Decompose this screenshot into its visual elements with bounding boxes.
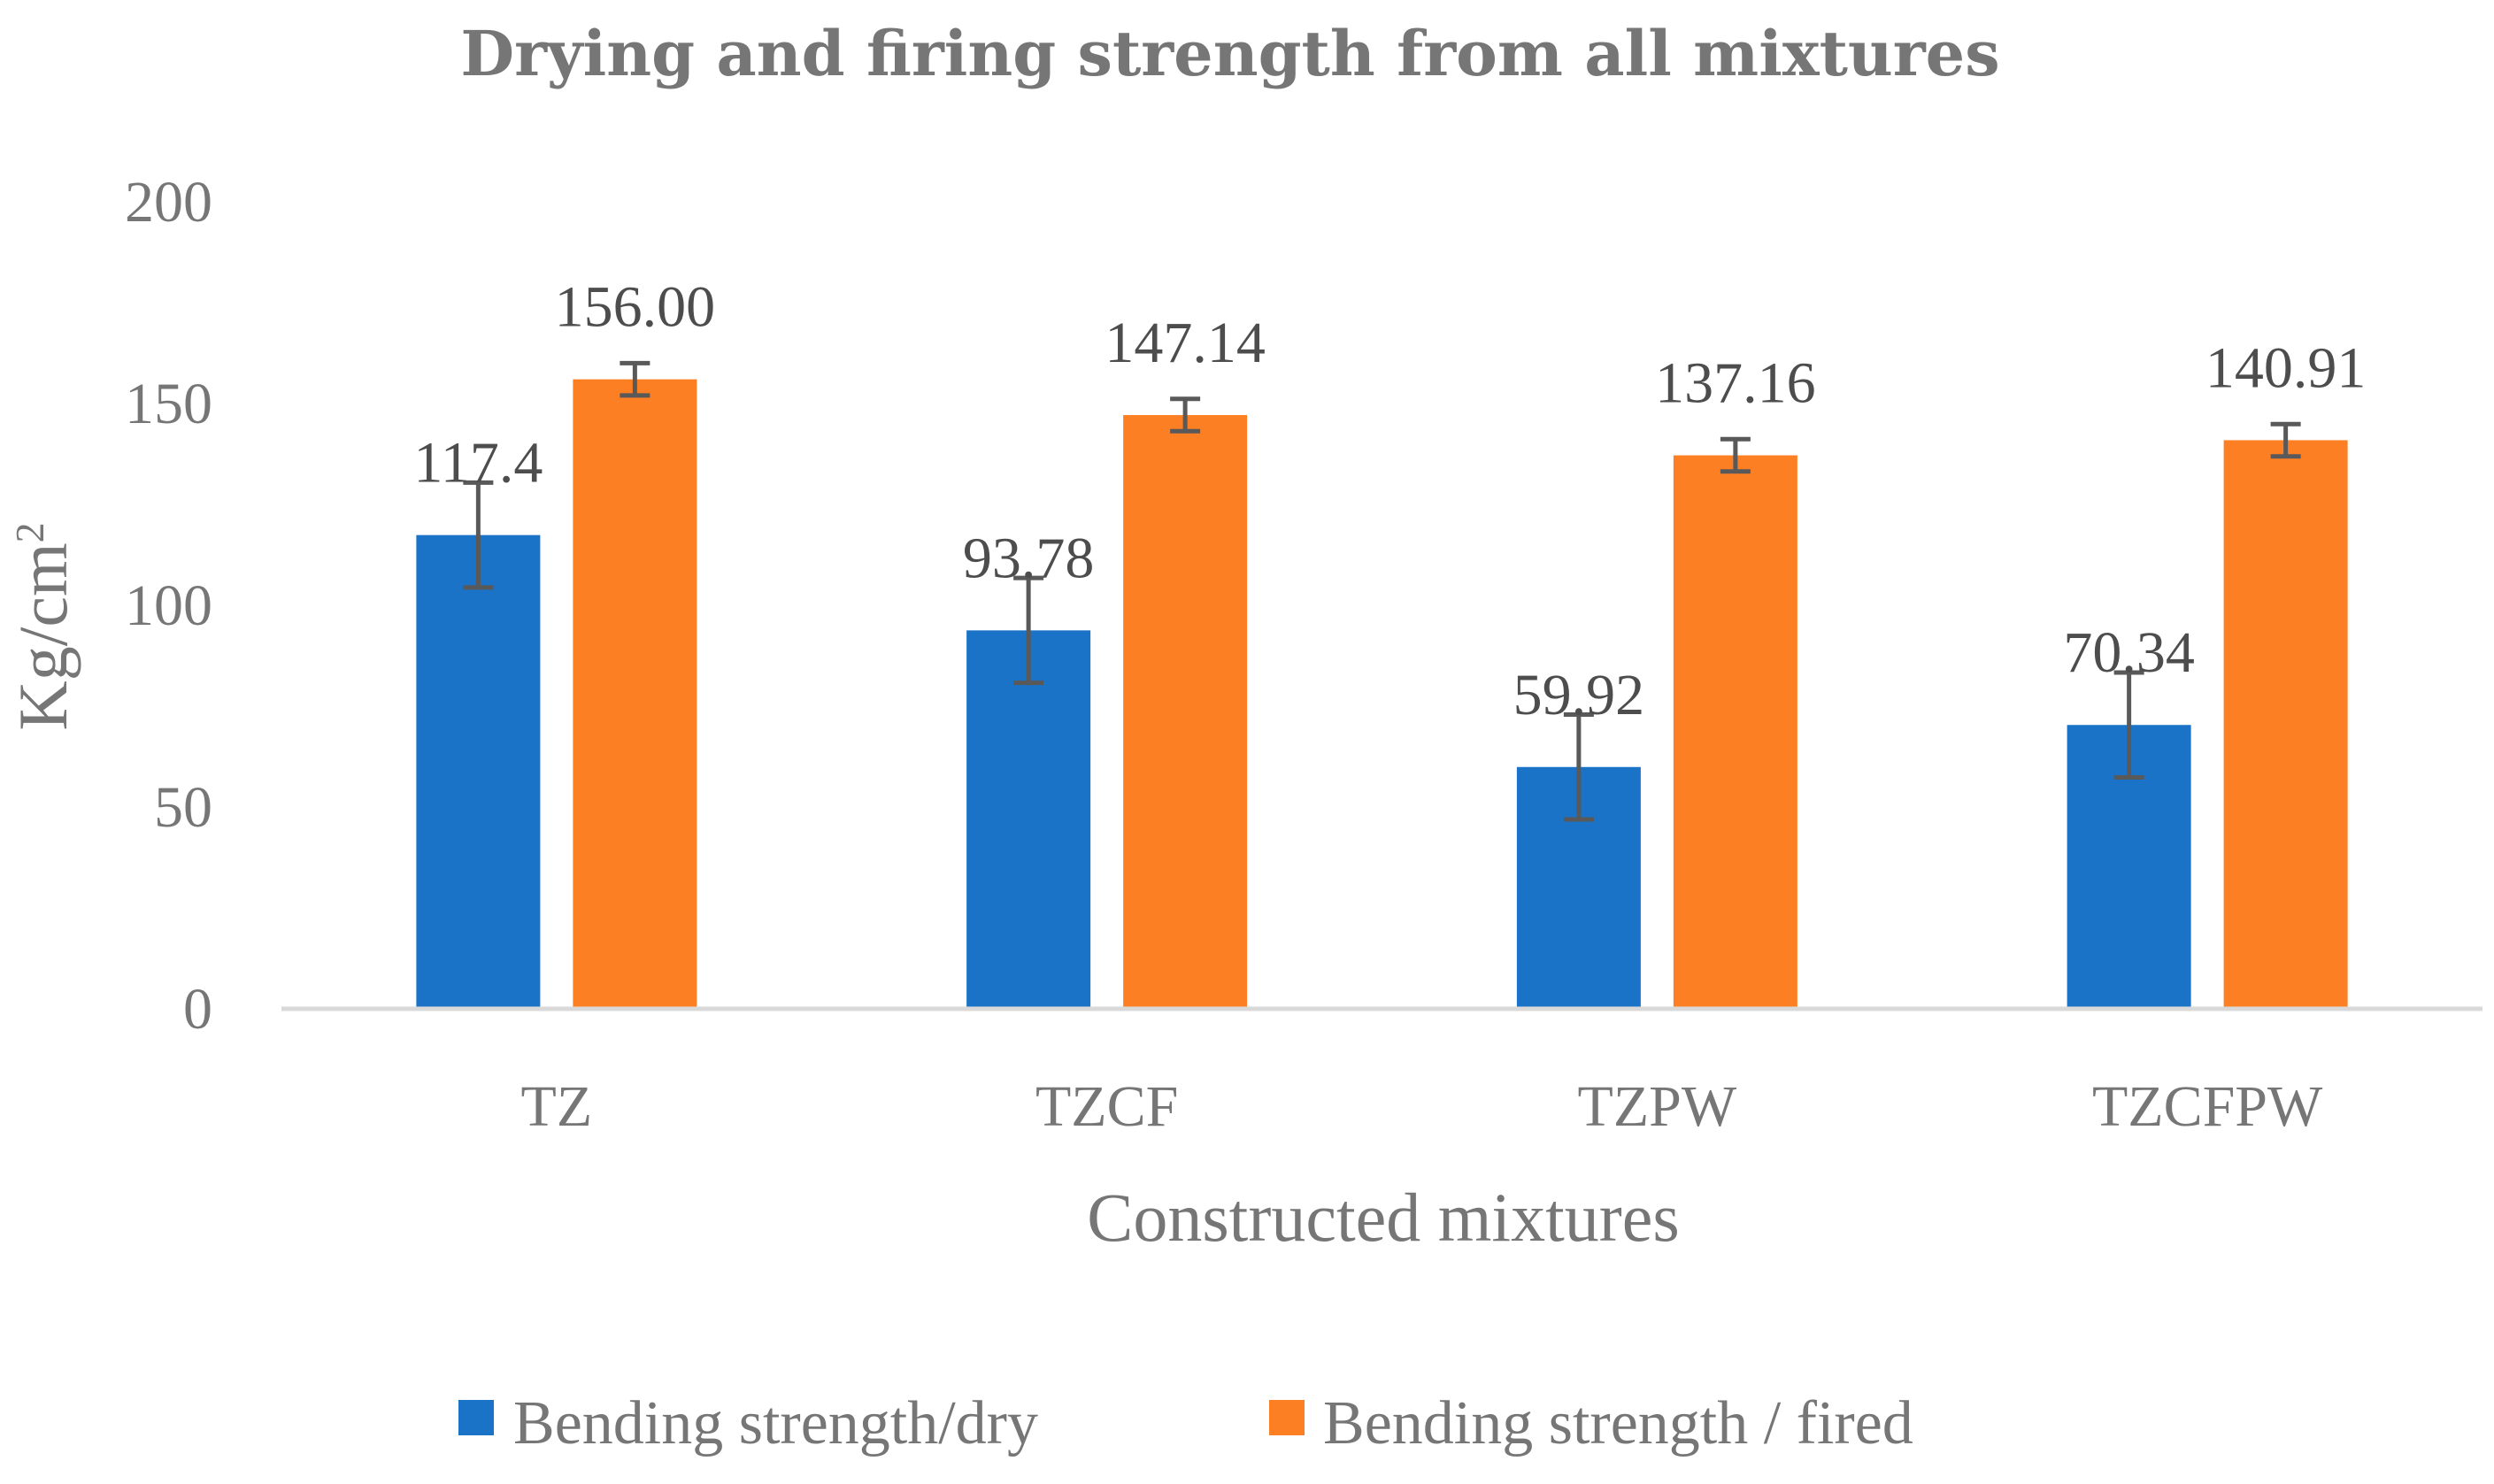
y-axis-ticks: 0 50 100 150 200 bbox=[125, 170, 212, 1042]
x-tick-label: TZ bbox=[521, 1074, 593, 1139]
error-bars bbox=[463, 360, 2301, 822]
data-label: 93.78 bbox=[963, 526, 1095, 590]
legend: Bending strength/dry Bending strength / … bbox=[458, 1389, 1913, 1457]
error-bar bbox=[2270, 421, 2301, 459]
y-tick-label: 100 bbox=[125, 573, 212, 638]
data-label: 59.92 bbox=[1513, 663, 1645, 727]
data-label: 156.00 bbox=[555, 275, 716, 340]
y-axis-title-superscript: 2 bbox=[7, 522, 52, 542]
error-bar bbox=[620, 360, 650, 398]
y-axis-title: Kg/cm2 bbox=[4, 522, 81, 730]
error-bar bbox=[463, 480, 494, 590]
data-label: 117.4 bbox=[413, 431, 543, 496]
bar-fired bbox=[573, 379, 697, 1009]
data-label: 70.34 bbox=[2063, 620, 2195, 685]
y-tick-label: 50 bbox=[154, 775, 212, 840]
data-label: 137.16 bbox=[1655, 351, 1816, 416]
data-labels: 117.4 156.00 93.78 147.14 59.92 137.16 70.34 14… bbox=[413, 275, 2366, 727]
bar-fired bbox=[1673, 455, 1797, 1009]
error-bar bbox=[1013, 575, 1044, 686]
y-tick-label: 0 bbox=[183, 977, 212, 1042]
x-tick-label: TZCFPW bbox=[2092, 1074, 2323, 1139]
x-tick-label: TZCF bbox=[1035, 1074, 1178, 1139]
bar-dry bbox=[416, 534, 541, 1009]
error-bar bbox=[1720, 436, 1751, 474]
y-axis-title-base: Kg/cm bbox=[4, 542, 81, 730]
data-label: 140.91 bbox=[2205, 335, 2367, 400]
error-bar bbox=[1170, 396, 1201, 434]
bars bbox=[416, 379, 2348, 1009]
error-bar bbox=[2113, 670, 2144, 780]
y-tick-label: 150 bbox=[125, 372, 212, 436]
x-axis-categories: TZ TZCF TZPW TZCFPW bbox=[521, 1074, 2323, 1139]
legend-swatch-fired bbox=[1269, 1400, 1305, 1435]
bar-dry bbox=[966, 630, 1091, 1009]
y-tick-label: 200 bbox=[125, 170, 212, 235]
legend-label-fired: Bending strength / fired bbox=[1323, 1389, 1913, 1457]
chart-title: Drying and firing strength from all mixt… bbox=[460, 17, 1999, 90]
legend-swatch-dry bbox=[458, 1400, 494, 1435]
bar-fired bbox=[2223, 440, 2348, 1009]
x-tick-label: TZPW bbox=[1578, 1074, 1737, 1139]
data-label: 147.14 bbox=[1105, 311, 1266, 375]
bar-fired bbox=[1123, 415, 1248, 1009]
error-bar bbox=[1563, 711, 1594, 822]
legend-label-dry: Bending strength/dry bbox=[513, 1389, 1038, 1457]
x-axis-title: Constructed mixtures bbox=[1087, 1179, 1679, 1256]
